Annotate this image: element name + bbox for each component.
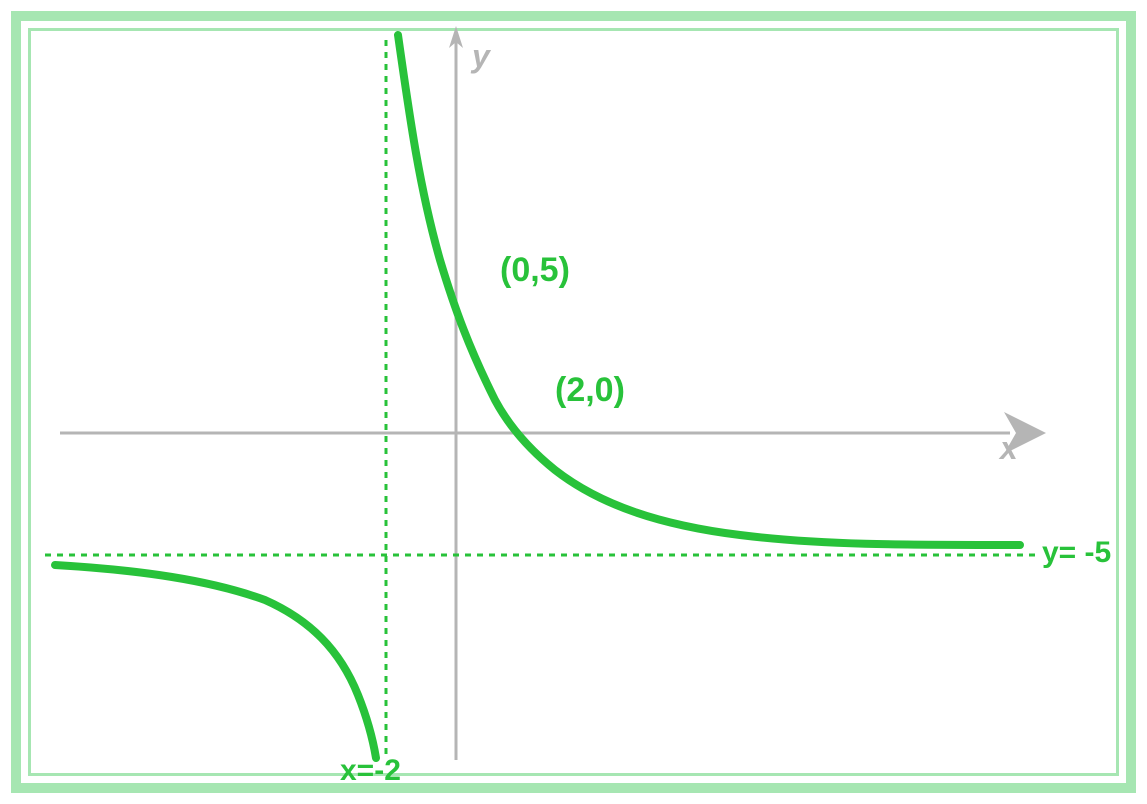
y-intercept-label: (0,5) <box>500 251 570 290</box>
x-intercept-label: (2,0) <box>555 371 625 410</box>
y-axis-label: y <box>472 38 490 75</box>
curve-left-branch <box>55 565 376 758</box>
x-axis-label: x <box>1000 430 1018 467</box>
vertical-asymptote-label: x=-2 <box>340 754 401 788</box>
curve-right-branch <box>398 35 1020 545</box>
horizontal-asymptote-label: y= -5 <box>1042 536 1111 570</box>
